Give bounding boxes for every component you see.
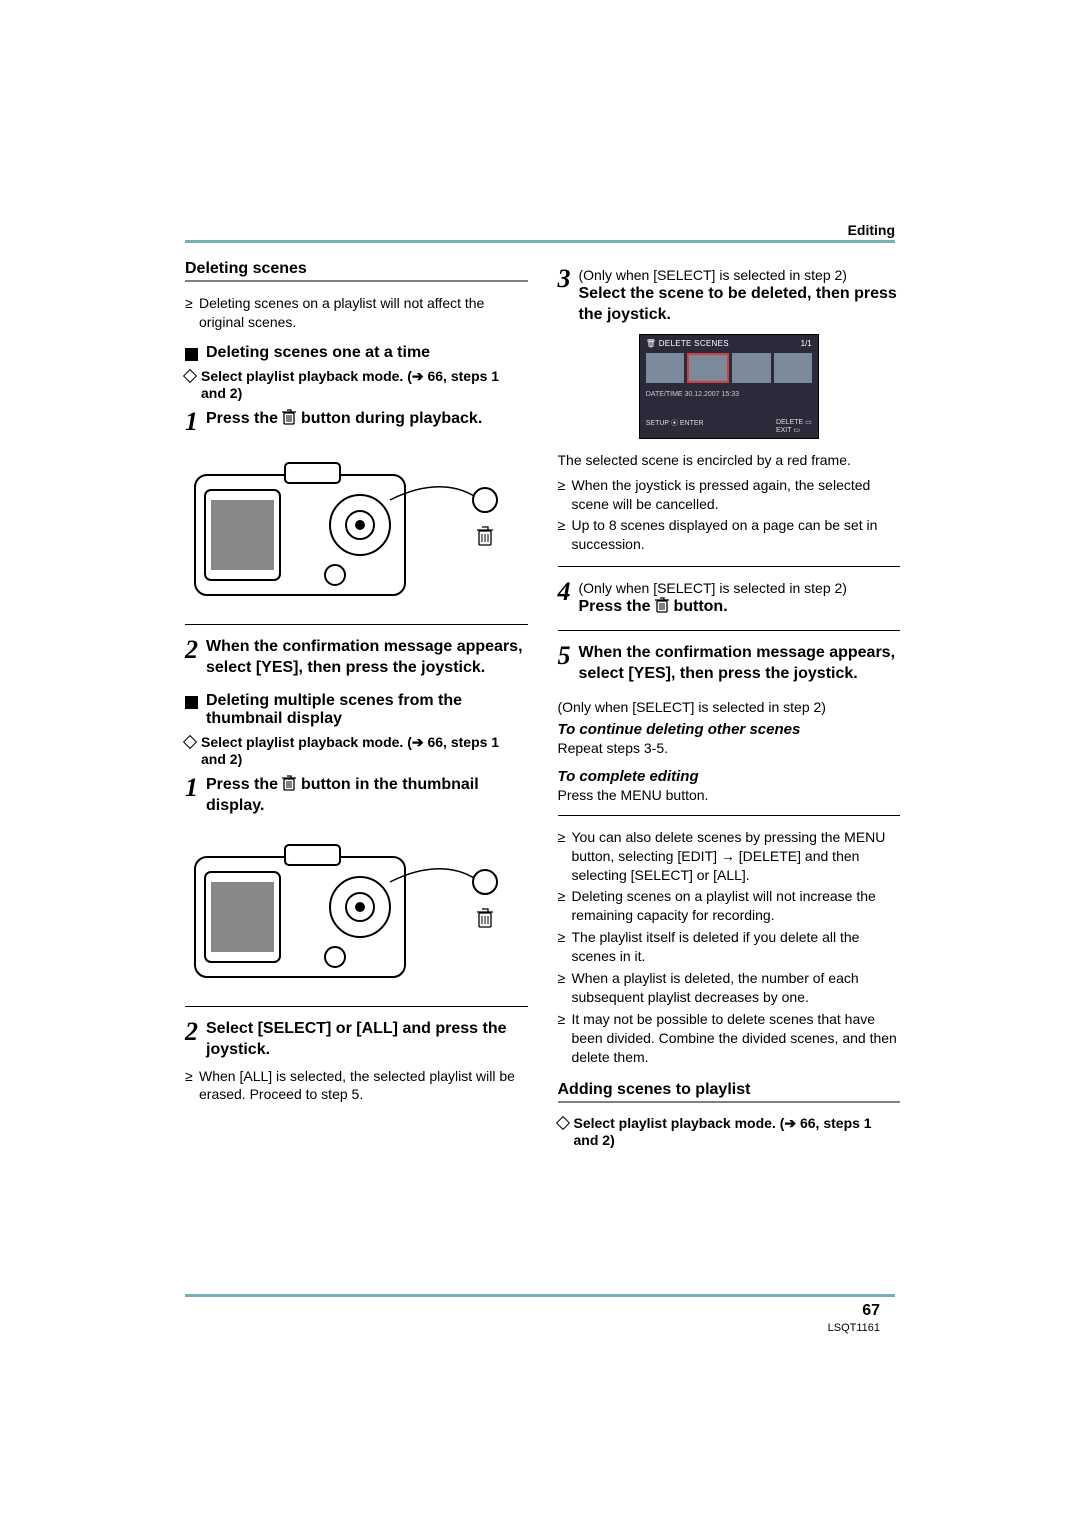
step-text-a: Press the: [206, 776, 282, 793]
thumbnail: [774, 353, 812, 383]
step-number: 2: [185, 1019, 198, 1045]
diamond-icon: [555, 1115, 569, 1129]
page-number: 67: [862, 1302, 880, 1320]
step-text-a: Press the: [206, 410, 282, 427]
to-continue-body: Repeat steps 3-5.: [558, 740, 901, 756]
trash-icon: [282, 409, 296, 425]
precondition-text: Select playlist playback mode. (➔ 66, st…: [201, 368, 528, 401]
to-continue-heading: To continue deleting other scenes: [558, 721, 901, 738]
precondition-line: Select playlist playback mode. (➔ 66, st…: [185, 368, 528, 401]
subheading-one-at-a-time: Deleting scenes one at a time: [185, 344, 528, 362]
section-rule: [558, 1101, 901, 1103]
screen-thumbnails: [646, 353, 812, 383]
camera-illustration-2: [185, 827, 528, 992]
top-rule: [185, 240, 895, 243]
note-item: Deleting scenes on a playlist will not i…: [558, 887, 901, 925]
precondition-line: Select playlist playback mode. (➔ 66, st…: [185, 734, 528, 767]
note-list: Deleting scenes on a playlist will not a…: [185, 294, 528, 332]
step-2: 2 When the confirmation message appears,…: [185, 637, 528, 679]
screen-bottom-bar: SETUP ⦿ ENTER DELETE ▭EXIT ▭: [646, 418, 812, 434]
deleting-scenes-heading: Deleting scenes: [185, 260, 528, 278]
square-bullet-icon: [185, 696, 198, 709]
subheading-text: Deleting scenes one at a time: [206, 344, 430, 362]
to-complete-body: Press the MENU button.: [558, 787, 901, 803]
two-column-layout: Deleting scenes Deleting scenes on a pla…: [185, 260, 900, 1156]
step-1: 1 Press the button during playback.: [185, 409, 528, 435]
step-condition: (Only when [SELECT] is selected in step …: [579, 579, 847, 597]
step-body: When the confirmation message appears, s…: [206, 637, 528, 679]
step-number: 1: [185, 409, 198, 435]
step-body: Press the button during playback.: [206, 409, 482, 430]
delete-scenes-screen-illustration: 🗑 DELETE SCENES 1/1 DATE/TIME 30.12.2007…: [639, 334, 819, 439]
step-body-wrap: (Only when [SELECT] is selected in step …: [579, 579, 847, 618]
section-rule: [185, 280, 528, 282]
thin-rule: [558, 815, 901, 816]
thin-rule: [185, 624, 528, 625]
adding-scenes-heading: Adding scenes to playlist: [558, 1081, 901, 1099]
step-number: 4: [558, 579, 571, 605]
right-column: 3 (Only when [SELECT] is selected in ste…: [558, 260, 901, 1156]
step-5: 5 When the confirmation message appears,…: [558, 643, 901, 685]
step-3: 3 (Only when [SELECT] is selected in ste…: [558, 266, 901, 326]
step-body: When the confirmation message appears, s…: [579, 643, 901, 685]
notes-list: You can also delete scenes by pressing t…: [558, 828, 901, 1067]
trash-icon: [282, 775, 296, 791]
screen-page: 1/1: [801, 339, 812, 348]
thin-rule: [558, 630, 901, 631]
note-item: Deleting scenes on a playlist will not a…: [185, 294, 528, 332]
note-item: You can also delete scenes by pressing t…: [558, 828, 901, 885]
precondition-text: Select playlist playback mode. (➔ 66, st…: [574, 1115, 901, 1148]
step-number: 3: [558, 266, 571, 292]
to-complete-heading: To complete editing: [558, 768, 901, 785]
page-content: Editing Deleting scenes Deleting scenes …: [0, 0, 1080, 1216]
note-item: It may not be possible to delete scenes …: [558, 1010, 901, 1067]
step-number: 5: [558, 643, 571, 669]
step-number: 1: [185, 775, 198, 801]
diamond-icon: [183, 735, 197, 749]
step-body-wrap: (Only when [SELECT] is selected in step …: [579, 266, 901, 326]
step-text-b: button during playback.: [301, 410, 482, 427]
document-id: LSQT1161: [828, 1322, 880, 1334]
note-list: When the joystick is pressed again, the …: [558, 476, 901, 555]
header-section-label: Editing: [848, 222, 895, 238]
step-text-b: button.: [673, 598, 727, 615]
step-condition: (Only when [SELECT] is selected in step …: [579, 266, 901, 284]
step-b1: 1 Press the button in the thumbnail disp…: [185, 775, 528, 817]
square-bullet-icon: [185, 348, 198, 361]
subheading-text: Deleting multiple scenes from the thumbn…: [206, 692, 528, 728]
note-item: The playlist itself is deleted if you de…: [558, 928, 901, 966]
bottom-rule: [185, 1294, 895, 1297]
screen-datetime: DATE/TIME 30.12.2007 15:33: [646, 391, 739, 398]
step-number: 2: [185, 637, 198, 663]
camera-illustration-1: [185, 445, 528, 610]
step-body: Press the button in the thumbnail displa…: [206, 775, 528, 817]
thin-rule: [558, 566, 901, 567]
diamond-icon: [183, 369, 197, 383]
thumbnail: [732, 353, 770, 383]
precondition-line: Select playlist playback mode. (➔ 66, st…: [558, 1115, 901, 1148]
note-item: When [ALL] is selected, the selected pla…: [185, 1067, 528, 1105]
step-body: Press the button.: [579, 597, 847, 618]
note-item: When a playlist is deleted, the number o…: [558, 969, 901, 1007]
after-screen-line: The selected scene is encircled by a red…: [558, 451, 901, 470]
only-when-note: (Only when [SELECT] is selected in step …: [558, 699, 901, 715]
screen-title: 🗑 DELETE SCENES: [646, 339, 729, 348]
thumbnail: [646, 353, 684, 383]
step-body: Select the scene to be deleted, then pre…: [579, 284, 901, 326]
note-item: Up to 8 scenes displayed on a page can b…: [558, 516, 901, 554]
trash-icon: [655, 597, 669, 613]
note-item: When the joystick is pressed again, the …: [558, 476, 901, 514]
note-list: When [ALL] is selected, the selected pla…: [185, 1067, 528, 1105]
thumbnail-selected: [687, 353, 729, 383]
left-column: Deleting scenes Deleting scenes on a pla…: [185, 260, 528, 1156]
precondition-text: Select playlist playback mode. (➔ 66, st…: [201, 734, 528, 767]
step-4: 4 (Only when [SELECT] is selected in ste…: [558, 579, 901, 618]
thin-rule: [185, 1006, 528, 1007]
step-text-a: Press the: [579, 598, 655, 615]
step-b2: 2 Select [SELECT] or [ALL] and press the…: [185, 1019, 528, 1061]
subheading-multiple: Deleting multiple scenes from the thumbn…: [185, 692, 528, 728]
step-body: Select [SELECT] or [ALL] and press the j…: [206, 1019, 528, 1061]
